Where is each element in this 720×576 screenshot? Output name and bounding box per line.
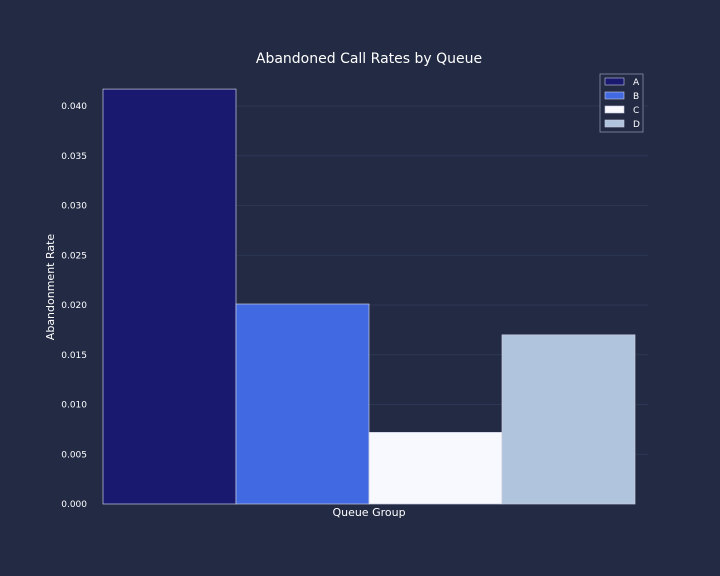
chart-title: Abandoned Call Rates by Queue [256, 51, 482, 67]
y-tick-label: 0.015 [61, 351, 87, 361]
y-tick-label: 0.030 [61, 202, 87, 212]
y-axis-ticks: 0.000 0.005 0.010 0.015 0.020 0.025 0.030 0.035… [61, 102, 87, 510]
y-axis-label: Abandonment Rate [44, 234, 57, 341]
bar-b [235, 303, 370, 505]
x-axis-label: Queue Group [332, 506, 405, 519]
legend-label-d: D [633, 120, 640, 130]
bar-d [501, 334, 636, 505]
y-tick-label: 0.040 [61, 102, 87, 112]
y-tick-label: 0.035 [61, 152, 87, 162]
bar-c [368, 432, 503, 505]
y-tick-label: 0.025 [61, 251, 87, 261]
legend-label-c: C [633, 106, 639, 116]
y-tick-label: 0.005 [61, 450, 87, 460]
legend-swatch-d [604, 119, 625, 128]
legend-swatch-b [604, 91, 625, 100]
bars [102, 88, 636, 505]
legend-label-a: A [633, 78, 640, 88]
y-tick-label: 0.010 [61, 401, 87, 411]
legend-swatch-a [604, 77, 625, 86]
legend-swatch-c [604, 105, 625, 114]
legend-label-b: B [633, 92, 639, 102]
y-tick-label: 0.000 [61, 500, 87, 510]
bar-a [102, 88, 237, 505]
y-tick-label: 0.020 [61, 301, 87, 311]
